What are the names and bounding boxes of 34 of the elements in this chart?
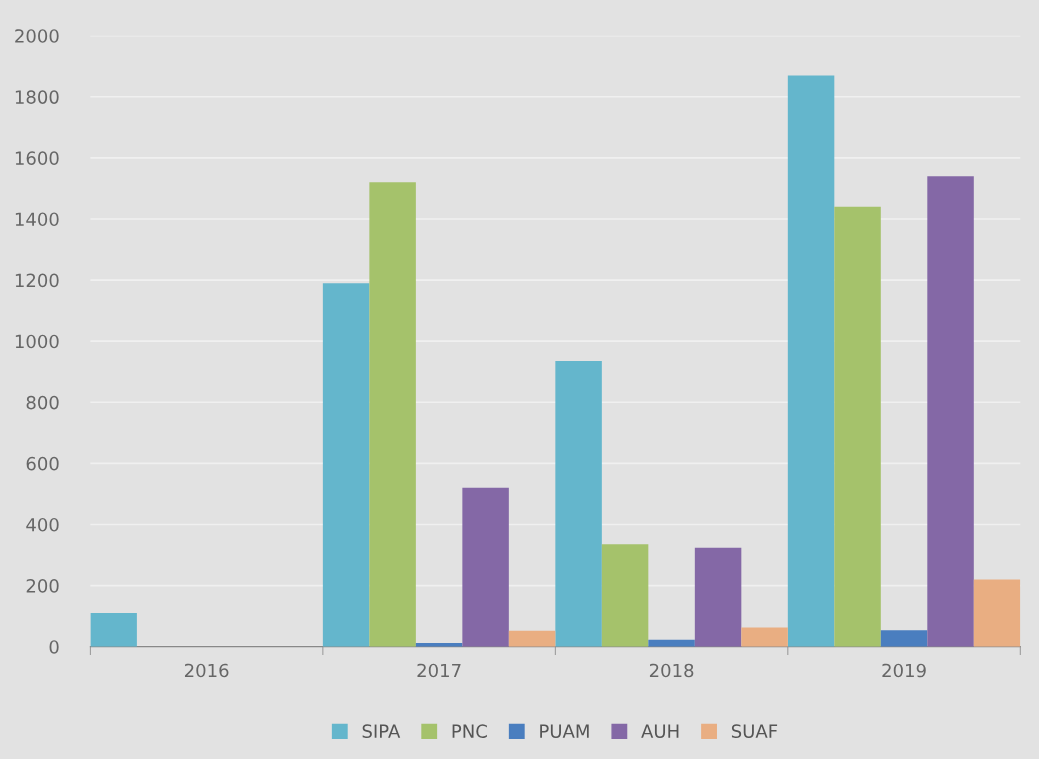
bar bbox=[369, 182, 416, 647]
legend-label: SUAF bbox=[731, 724, 778, 738]
y-tick-label: 1000 bbox=[15, 334, 59, 349]
legend-label: PUAM bbox=[540, 724, 589, 738]
y-tick-label: 1200 bbox=[15, 273, 59, 288]
x-tick-label: 2016 bbox=[184, 663, 229, 678]
y-tick-label: 200 bbox=[26, 579, 59, 593]
y-tick-label: 1600 bbox=[15, 151, 59, 165]
bar bbox=[508, 630, 556, 647]
bar bbox=[880, 630, 928, 647]
y-tick-label: 400 bbox=[26, 517, 59, 532]
x-tick-label: 2019 bbox=[882, 663, 926, 678]
bar bbox=[973, 579, 1021, 647]
bar bbox=[927, 176, 974, 647]
x-tick-label: 2018 bbox=[649, 663, 694, 678]
y-tick-label: 600 bbox=[26, 456, 59, 471]
bar bbox=[787, 75, 835, 647]
y-tick-label: 0 bbox=[49, 640, 59, 654]
y-tick-label: 1400 bbox=[15, 212, 59, 227]
bar bbox=[834, 206, 881, 647]
bar bbox=[555, 361, 602, 647]
bar bbox=[601, 544, 649, 647]
bar bbox=[462, 487, 509, 647]
legend-label: AUH bbox=[641, 724, 679, 738]
bar bbox=[694, 547, 742, 647]
bar bbox=[90, 613, 137, 647]
x-tick-label: 2017 bbox=[417, 663, 461, 678]
y-tick-label: 1800 bbox=[15, 90, 59, 104]
bar bbox=[741, 627, 788, 647]
legend-label: PNC bbox=[452, 724, 487, 738]
y-tick-label: 2000 bbox=[15, 29, 59, 43]
bar bbox=[322, 283, 370, 647]
y-tick-label: 800 bbox=[26, 395, 59, 410]
legend-label: SIPA bbox=[362, 724, 401, 738]
